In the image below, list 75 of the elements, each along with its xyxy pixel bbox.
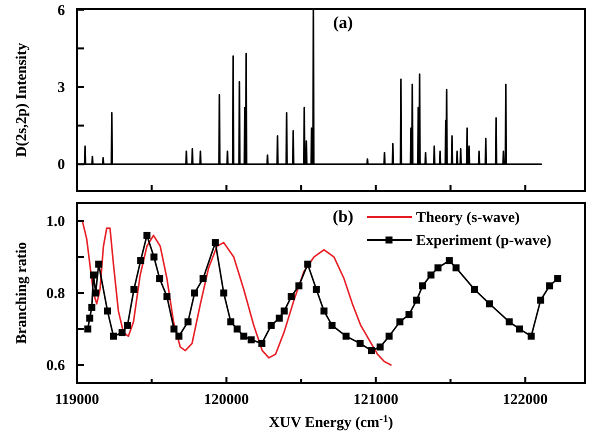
point	[143, 232, 150, 239]
point	[175, 332, 182, 340]
x-tick-label: 122000	[502, 392, 548, 408]
point	[288, 293, 295, 300]
point	[212, 239, 219, 246]
point	[130, 286, 138, 293]
point	[356, 340, 364, 347]
point	[452, 264, 460, 272]
point	[528, 332, 535, 340]
point	[386, 332, 393, 340]
point	[470, 286, 478, 293]
legend-label: Experiment (p-wave)	[416, 233, 552, 249]
point	[84, 326, 92, 332]
y-axis-title: D(2s,2p) Intensity	[14, 42, 30, 158]
point	[554, 275, 562, 282]
point	[276, 314, 283, 322]
point	[413, 296, 420, 304]
point	[92, 290, 100, 296]
point	[156, 275, 164, 282]
y-tick-label: 0	[58, 157, 65, 174]
point	[240, 332, 248, 340]
point	[258, 340, 266, 347]
point	[312, 286, 320, 293]
point	[506, 318, 513, 326]
y-tick-label: 0.6	[46, 358, 66, 374]
y-tick-label: 0.8	[46, 286, 65, 302]
point	[368, 347, 375, 354]
point	[163, 293, 170, 300]
point	[150, 254, 158, 260]
point	[137, 257, 144, 264]
point	[280, 308, 288, 314]
annotation: (b)	[332, 207, 354, 226]
point	[124, 322, 131, 329]
point	[90, 272, 97, 278]
point	[295, 282, 302, 290]
point	[396, 318, 404, 326]
point	[405, 311, 412, 318]
point	[200, 275, 207, 282]
point	[434, 264, 442, 272]
point	[304, 260, 312, 268]
point	[110, 332, 117, 340]
point	[446, 257, 453, 264]
point	[234, 326, 241, 332]
y-axis-title: Branching ratio	[14, 242, 30, 344]
point	[104, 308, 111, 314]
y-tick-label: 6	[58, 2, 66, 19]
y-tick-label: 1.0	[46, 214, 65, 230]
point	[427, 272, 434, 278]
x-axis-title: XUV Energy (cm$^{-1}$)	[268, 414, 394, 431]
point	[184, 318, 192, 326]
legend-label: Theory (s-wave)	[416, 210, 520, 226]
point	[227, 318, 234, 326]
point	[486, 300, 494, 308]
point	[537, 296, 544, 304]
x-tick-label: 120000	[204, 392, 249, 408]
point	[191, 290, 198, 296]
point	[376, 344, 384, 350]
point	[118, 329, 126, 336]
y-tick-label: 3	[58, 80, 65, 96]
x-tick-label: 121000	[353, 392, 398, 408]
point	[170, 326, 178, 332]
point	[516, 326, 524, 332]
point	[95, 260, 102, 268]
point	[268, 322, 275, 329]
point	[248, 336, 255, 344]
point	[342, 332, 350, 340]
point	[546, 282, 554, 290]
annotation: (a)	[333, 13, 353, 32]
point	[320, 308, 328, 314]
point	[220, 290, 228, 296]
point	[328, 322, 336, 329]
point	[419, 282, 426, 290]
point	[88, 304, 96, 311]
x-tick-label: 119000	[54, 392, 100, 408]
point	[86, 314, 94, 322]
